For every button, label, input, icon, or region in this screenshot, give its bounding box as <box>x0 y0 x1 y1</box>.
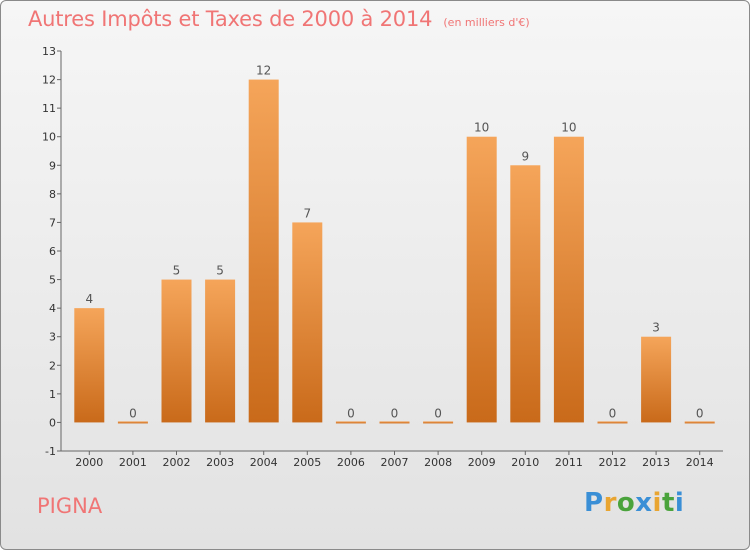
x-tick-label: 2000 <box>75 456 103 469</box>
data-label: 0 <box>696 406 704 420</box>
bar <box>205 279 236 423</box>
chart-title: Autres Impôts et Taxes de 2000 à 2014 <box>28 7 433 31</box>
y-tick-label: 4 <box>49 302 56 315</box>
x-tick-label: 2005 <box>293 456 321 469</box>
data-label: 10 <box>561 121 576 135</box>
bar <box>117 421 148 424</box>
data-label: 0 <box>129 406 137 420</box>
x-tick-label: 2011 <box>555 456 583 469</box>
data-label: 5 <box>173 264 181 278</box>
bar <box>335 421 366 424</box>
proxiti-logo[interactable]: Proxiti <box>584 488 684 518</box>
y-tick-label: -1 <box>45 445 56 458</box>
y-tick-label: 11 <box>42 102 56 115</box>
data-label: 5 <box>216 264 224 278</box>
data-label: 3 <box>652 321 660 335</box>
bar <box>466 136 497 423</box>
bar <box>684 421 715 424</box>
bar <box>161 279 192 423</box>
y-tick-label: 10 <box>42 131 56 144</box>
bar <box>292 222 323 423</box>
place-name: PIGNA <box>37 494 103 518</box>
title-row: Autres Impôts et Taxes de 2000 à 2014 (e… <box>28 7 530 31</box>
x-tick-label: 2013 <box>642 456 670 469</box>
data-label: 0 <box>609 406 617 420</box>
y-tick-label: 1 <box>49 388 56 401</box>
x-tick-label: 2006 <box>337 456 365 469</box>
y-tick-label: 2 <box>49 359 56 372</box>
data-label: 0 <box>434 406 442 420</box>
y-tick-label: 3 <box>49 331 56 344</box>
y-tick-label: 8 <box>49 188 56 201</box>
bar <box>74 308 105 423</box>
data-label: 10 <box>474 121 489 135</box>
y-tick-label: 9 <box>49 159 56 172</box>
logo-letter: t <box>661 488 675 518</box>
y-tick-label: 13 <box>42 45 56 58</box>
bar <box>423 421 454 424</box>
bar <box>510 165 541 423</box>
bar <box>597 421 628 424</box>
bar <box>248 79 279 423</box>
data-label: 7 <box>303 206 311 220</box>
bar <box>641 336 672 423</box>
y-tick-label: 0 <box>49 416 56 429</box>
data-label: 0 <box>347 406 355 420</box>
x-tick-label: 2014 <box>686 456 714 469</box>
logo-letter: x <box>635 488 653 518</box>
data-label: 9 <box>521 149 529 163</box>
logo-letter: i <box>652 488 662 518</box>
bar <box>553 136 584 423</box>
x-tick-label: 2008 <box>424 456 452 469</box>
x-tick-label: 2002 <box>163 456 191 469</box>
chart-subtitle: (en milliers d'€) <box>443 16 530 29</box>
bar <box>379 421 410 424</box>
x-tick-label: 2009 <box>468 456 496 469</box>
x-tick-label: 2003 <box>206 456 234 469</box>
y-tick-label: 5 <box>49 274 56 287</box>
logo-letter: r <box>603 488 617 518</box>
y-tick-label: 12 <box>42 74 56 87</box>
data-label: 4 <box>85 292 93 306</box>
x-tick-label: 2001 <box>119 456 147 469</box>
x-tick-label: 2007 <box>381 456 409 469</box>
logo-letter: o <box>616 488 636 518</box>
y-tick-label: 7 <box>49 216 56 229</box>
y-tick-label: 6 <box>49 245 56 258</box>
data-label: 0 <box>391 406 399 420</box>
logo-letter: i <box>674 488 685 518</box>
logo-letter: P <box>584 488 604 518</box>
data-label: 12 <box>256 64 271 78</box>
x-tick-label: 2012 <box>599 456 627 469</box>
x-tick-label: 2010 <box>511 456 539 469</box>
x-tick-label: 2004 <box>250 456 278 469</box>
